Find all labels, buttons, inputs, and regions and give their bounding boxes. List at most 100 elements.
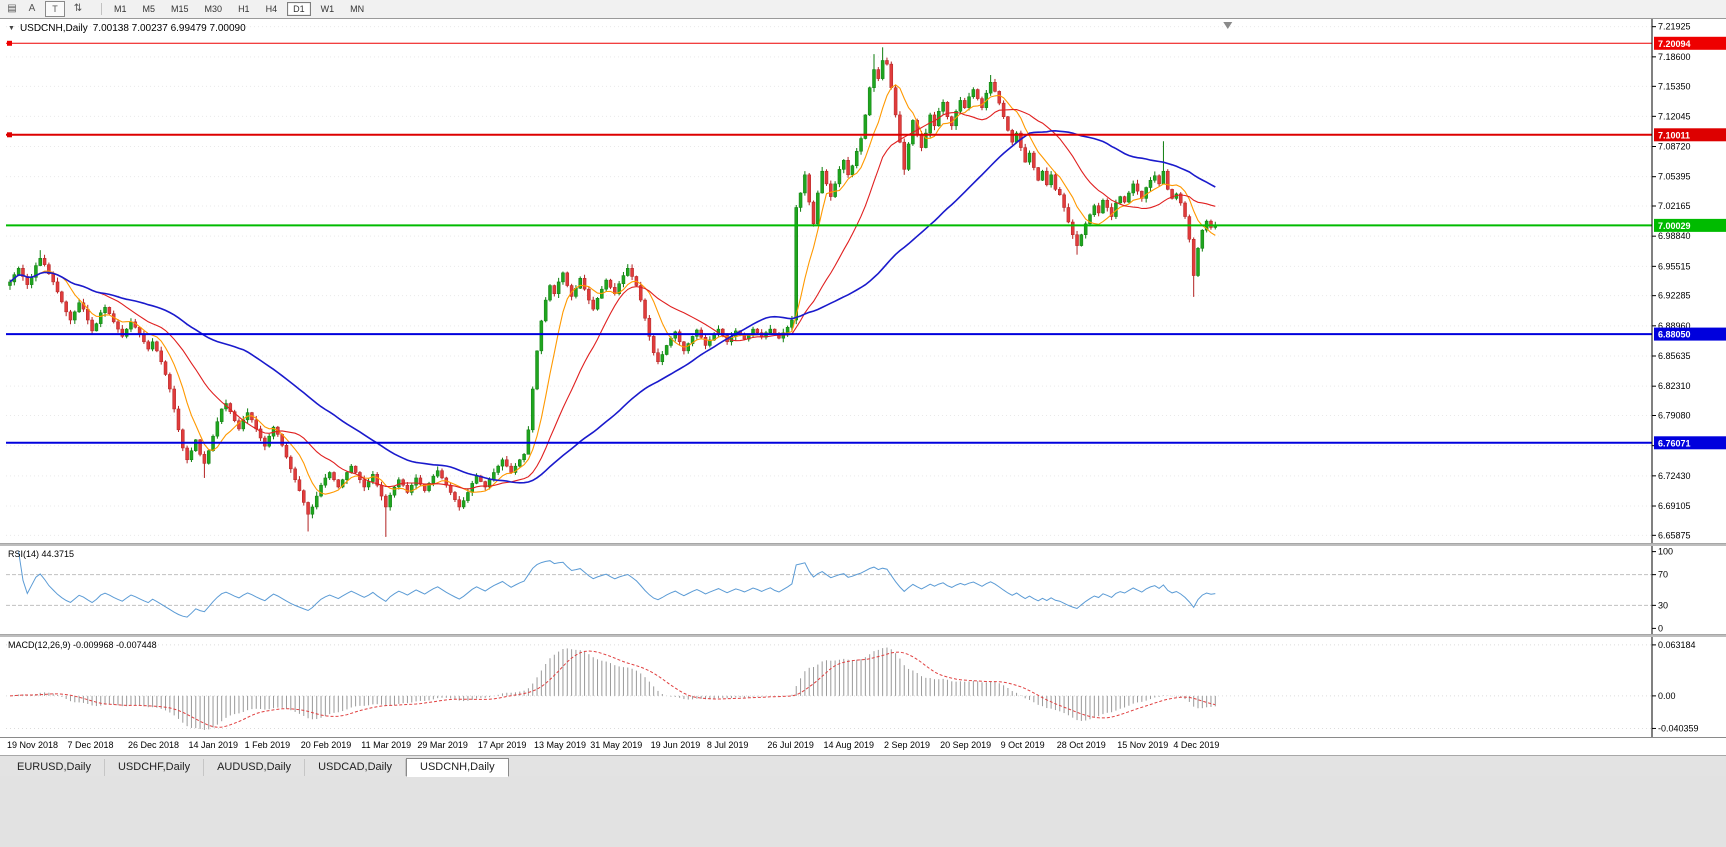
price-level-label: 7.10011 bbox=[1654, 128, 1726, 142]
chart-tab-bar: EURUSD,Daily USDCHF,Daily AUDUSD,Daily USDC… bbox=[0, 755, 1726, 777]
tab-usdcad[interactable]: USDCAD,Daily bbox=[305, 759, 407, 776]
rsi-tick-label: 70 bbox=[1658, 570, 1668, 580]
date-tick-label: 20 Feb 2019 bbox=[300, 740, 352, 750]
chart-symbol-label: ▼ USDCNH,Daily 7.00138 7.00237 6.99479 7… bbox=[8, 23, 246, 34]
rsi-tick-label: 100 bbox=[1658, 547, 1673, 557]
date-tick-label: 19 Jun 2019 bbox=[650, 740, 701, 750]
price-tick-label: 7.05395 bbox=[1658, 172, 1691, 182]
timeframe-h1-button[interactable]: H1 bbox=[238, 4, 250, 14]
price-tick-label: 7.02165 bbox=[1658, 201, 1691, 211]
tab-eurusd[interactable]: EURUSD,Daily bbox=[4, 759, 105, 776]
price-tick-label: 6.72430 bbox=[1658, 471, 1691, 481]
cursor-mode-icon[interactable]: A bbox=[28, 3, 36, 14]
timeframe-m15-button[interactable]: M15 bbox=[171, 4, 189, 14]
window-background bbox=[0, 776, 1726, 847]
panel-splitter[interactable] bbox=[0, 634, 1726, 637]
chart-list-icon[interactable]: ▤ bbox=[7, 3, 17, 14]
chevron-down-icon: ▼ bbox=[8, 25, 15, 32]
MA-mid-line bbox=[9, 109, 1216, 490]
date-tick-label: 15 Nov 2019 bbox=[1117, 740, 1169, 750]
date-tick-label: 28 Oct 2019 bbox=[1056, 740, 1106, 750]
svg-text:6.88050: 6.88050 bbox=[1658, 330, 1691, 340]
price-level-label: 7.20094 bbox=[1654, 36, 1726, 50]
price-tick-label: 7.12045 bbox=[1658, 111, 1691, 121]
price-level-label: 7.00029 bbox=[1654, 218, 1726, 232]
macd-tick-label: -0.040359 bbox=[1658, 723, 1699, 733]
price-tick-label: 6.69105 bbox=[1658, 501, 1691, 511]
svg-text:7.00029: 7.00029 bbox=[1658, 221, 1691, 231]
price-tick-label: 6.65875 bbox=[1658, 530, 1691, 540]
price-tick-label: 7.15350 bbox=[1658, 81, 1691, 91]
timeframe-m5-button[interactable]: M5 bbox=[142, 4, 156, 14]
svg-text:6.76071: 6.76071 bbox=[1658, 438, 1691, 448]
macd-label: MACD(12,26,9) -0.009968 -0.007448 bbox=[8, 640, 157, 650]
svg-text:7.20094: 7.20094 bbox=[1658, 39, 1691, 49]
tab-usdchf[interactable]: USDCHF,Daily bbox=[105, 759, 205, 776]
date-tick-label: 4 Dec 2019 bbox=[1173, 740, 1220, 750]
macd-chart-canvas[interactable]: 0.063184 0.00 -0.040359 bbox=[0, 637, 1726, 737]
macd-signal-line bbox=[9, 650, 1216, 728]
symbol-name: USDCNH,Daily bbox=[19, 23, 88, 34]
rsi-indicator-panel[interactable]: RSI(14) 44.3715 100 70 30 0 bbox=[0, 546, 1726, 634]
ohlc-values: 7.00138 7.00237 6.99479 7.00090 bbox=[92, 23, 246, 34]
date-tick-label: 1 Feb 2019 bbox=[244, 740, 291, 750]
price-level-label: 6.76071 bbox=[1654, 436, 1726, 450]
price-tick-label: 6.95515 bbox=[1658, 261, 1691, 271]
main-chart-panel[interactable]: ▼ USDCNH,Daily 7.00138 7.00237 6.99479 7… bbox=[0, 19, 1726, 543]
date-tick-label: 13 May 2019 bbox=[534, 740, 587, 750]
timeframe-d1-button[interactable]: D1 bbox=[287, 2, 311, 16]
timeframe-m1-button[interactable]: M1 bbox=[114, 4, 127, 14]
macd-tick-label: 0.00 bbox=[1658, 691, 1676, 701]
macd-tick-label: 0.063184 bbox=[1658, 640, 1696, 650]
date-tick-label: 9 Oct 2019 bbox=[1000, 740, 1045, 750]
timeframe-mn-button[interactable]: MN bbox=[350, 4, 365, 14]
price-tick-label: 6.85635 bbox=[1658, 351, 1691, 361]
date-tick-label: 31 May 2019 bbox=[590, 740, 643, 750]
rsi-tick-label: 0 bbox=[1658, 623, 1663, 633]
date-tick-label: 26 Jul 2019 bbox=[767, 740, 814, 750]
price-tick-label: 7.08720 bbox=[1658, 142, 1691, 152]
top-toolbar: ▤ A T ⇅ M1 M5 M15 M30 H1 H4 D1 W1 MN bbox=[0, 0, 1726, 19]
svg-text:7.10011: 7.10011 bbox=[1658, 130, 1690, 140]
date-tick-label: 26 Dec 2018 bbox=[127, 740, 179, 750]
date-tick-label: 19 Nov 2018 bbox=[7, 740, 59, 750]
price-tick-label: 7.21925 bbox=[1658, 22, 1691, 32]
macd-histogram bbox=[13, 647, 1216, 730]
date-tick-label: 14 Aug 2019 bbox=[823, 740, 875, 750]
date-tick-label: 17 Apr 2019 bbox=[477, 740, 527, 750]
rsi-tick-label: 30 bbox=[1658, 600, 1668, 610]
date-tick-label: 20 Sep 2019 bbox=[940, 740, 992, 750]
date-tick-label: 29 Mar 2019 bbox=[417, 740, 468, 750]
chart-shift-marker bbox=[1223, 22, 1233, 29]
date-tick-label: 11 Mar 2019 bbox=[361, 740, 412, 750]
tab-usdcnh[interactable]: USDCNH,Daily bbox=[406, 758, 509, 777]
toolbar-divider bbox=[101, 3, 102, 15]
tab-audusd[interactable]: AUDUSD,Daily bbox=[204, 759, 306, 776]
date-tick-label: 8 Jul 2019 bbox=[706, 740, 749, 750]
price-tick-label: 6.88960 bbox=[1658, 321, 1691, 331]
toolbar-icon-group: ▤ A T ⇅ bbox=[5, 1, 85, 17]
timeframe-m30-button[interactable]: M30 bbox=[204, 4, 223, 14]
macd-indicator-panel[interactable]: MACD(12,26,9) -0.009968 -0.007448 0.0631… bbox=[0, 637, 1726, 737]
timeframe-button-group: M1 M5 M15 M30 H1 H4 D1 W1 MN bbox=[108, 2, 370, 16]
timeframe-h4-button[interactable]: H4 bbox=[265, 4, 278, 14]
date-tick-label: 2 Sep 2019 bbox=[883, 740, 930, 750]
rsi-label: RSI(14) 44.3715 bbox=[8, 549, 75, 559]
price-tick-label: 6.98840 bbox=[1658, 231, 1691, 241]
chart-shift-icon[interactable]: ⇅ bbox=[73, 3, 83, 14]
rsi-line bbox=[18, 551, 1216, 618]
price-tick-label: 6.92285 bbox=[1658, 291, 1691, 301]
price-tick-label: 6.82310 bbox=[1658, 381, 1691, 391]
date-tick-label: 14 Jan 2019 bbox=[188, 740, 238, 750]
price-level-label: 6.88050 bbox=[1654, 327, 1726, 341]
timeframe-w1-button[interactable]: W1 bbox=[320, 4, 335, 14]
MA-slow-line bbox=[9, 129, 1216, 484]
price-tick-label: 7.18600 bbox=[1658, 52, 1691, 62]
templates-icon[interactable]: T bbox=[45, 1, 65, 17]
rsi-chart-canvas[interactable]: 100 70 30 0 bbox=[0, 546, 1726, 634]
price-tick-label: 6.79080 bbox=[1658, 410, 1691, 420]
panel-splitter[interactable] bbox=[0, 543, 1726, 546]
date-tick-label: 7 Dec 2018 bbox=[67, 740, 114, 750]
date-axis[interactable]: 19 Nov 2018 7 Dec 2018 26 Dec 2018 14 Jan 2… bbox=[0, 737, 1726, 755]
candlestick-chart-canvas[interactable]: 7.21925 7.18600 7.15350 7.12045 7.08720 7.053… bbox=[0, 19, 1726, 543]
